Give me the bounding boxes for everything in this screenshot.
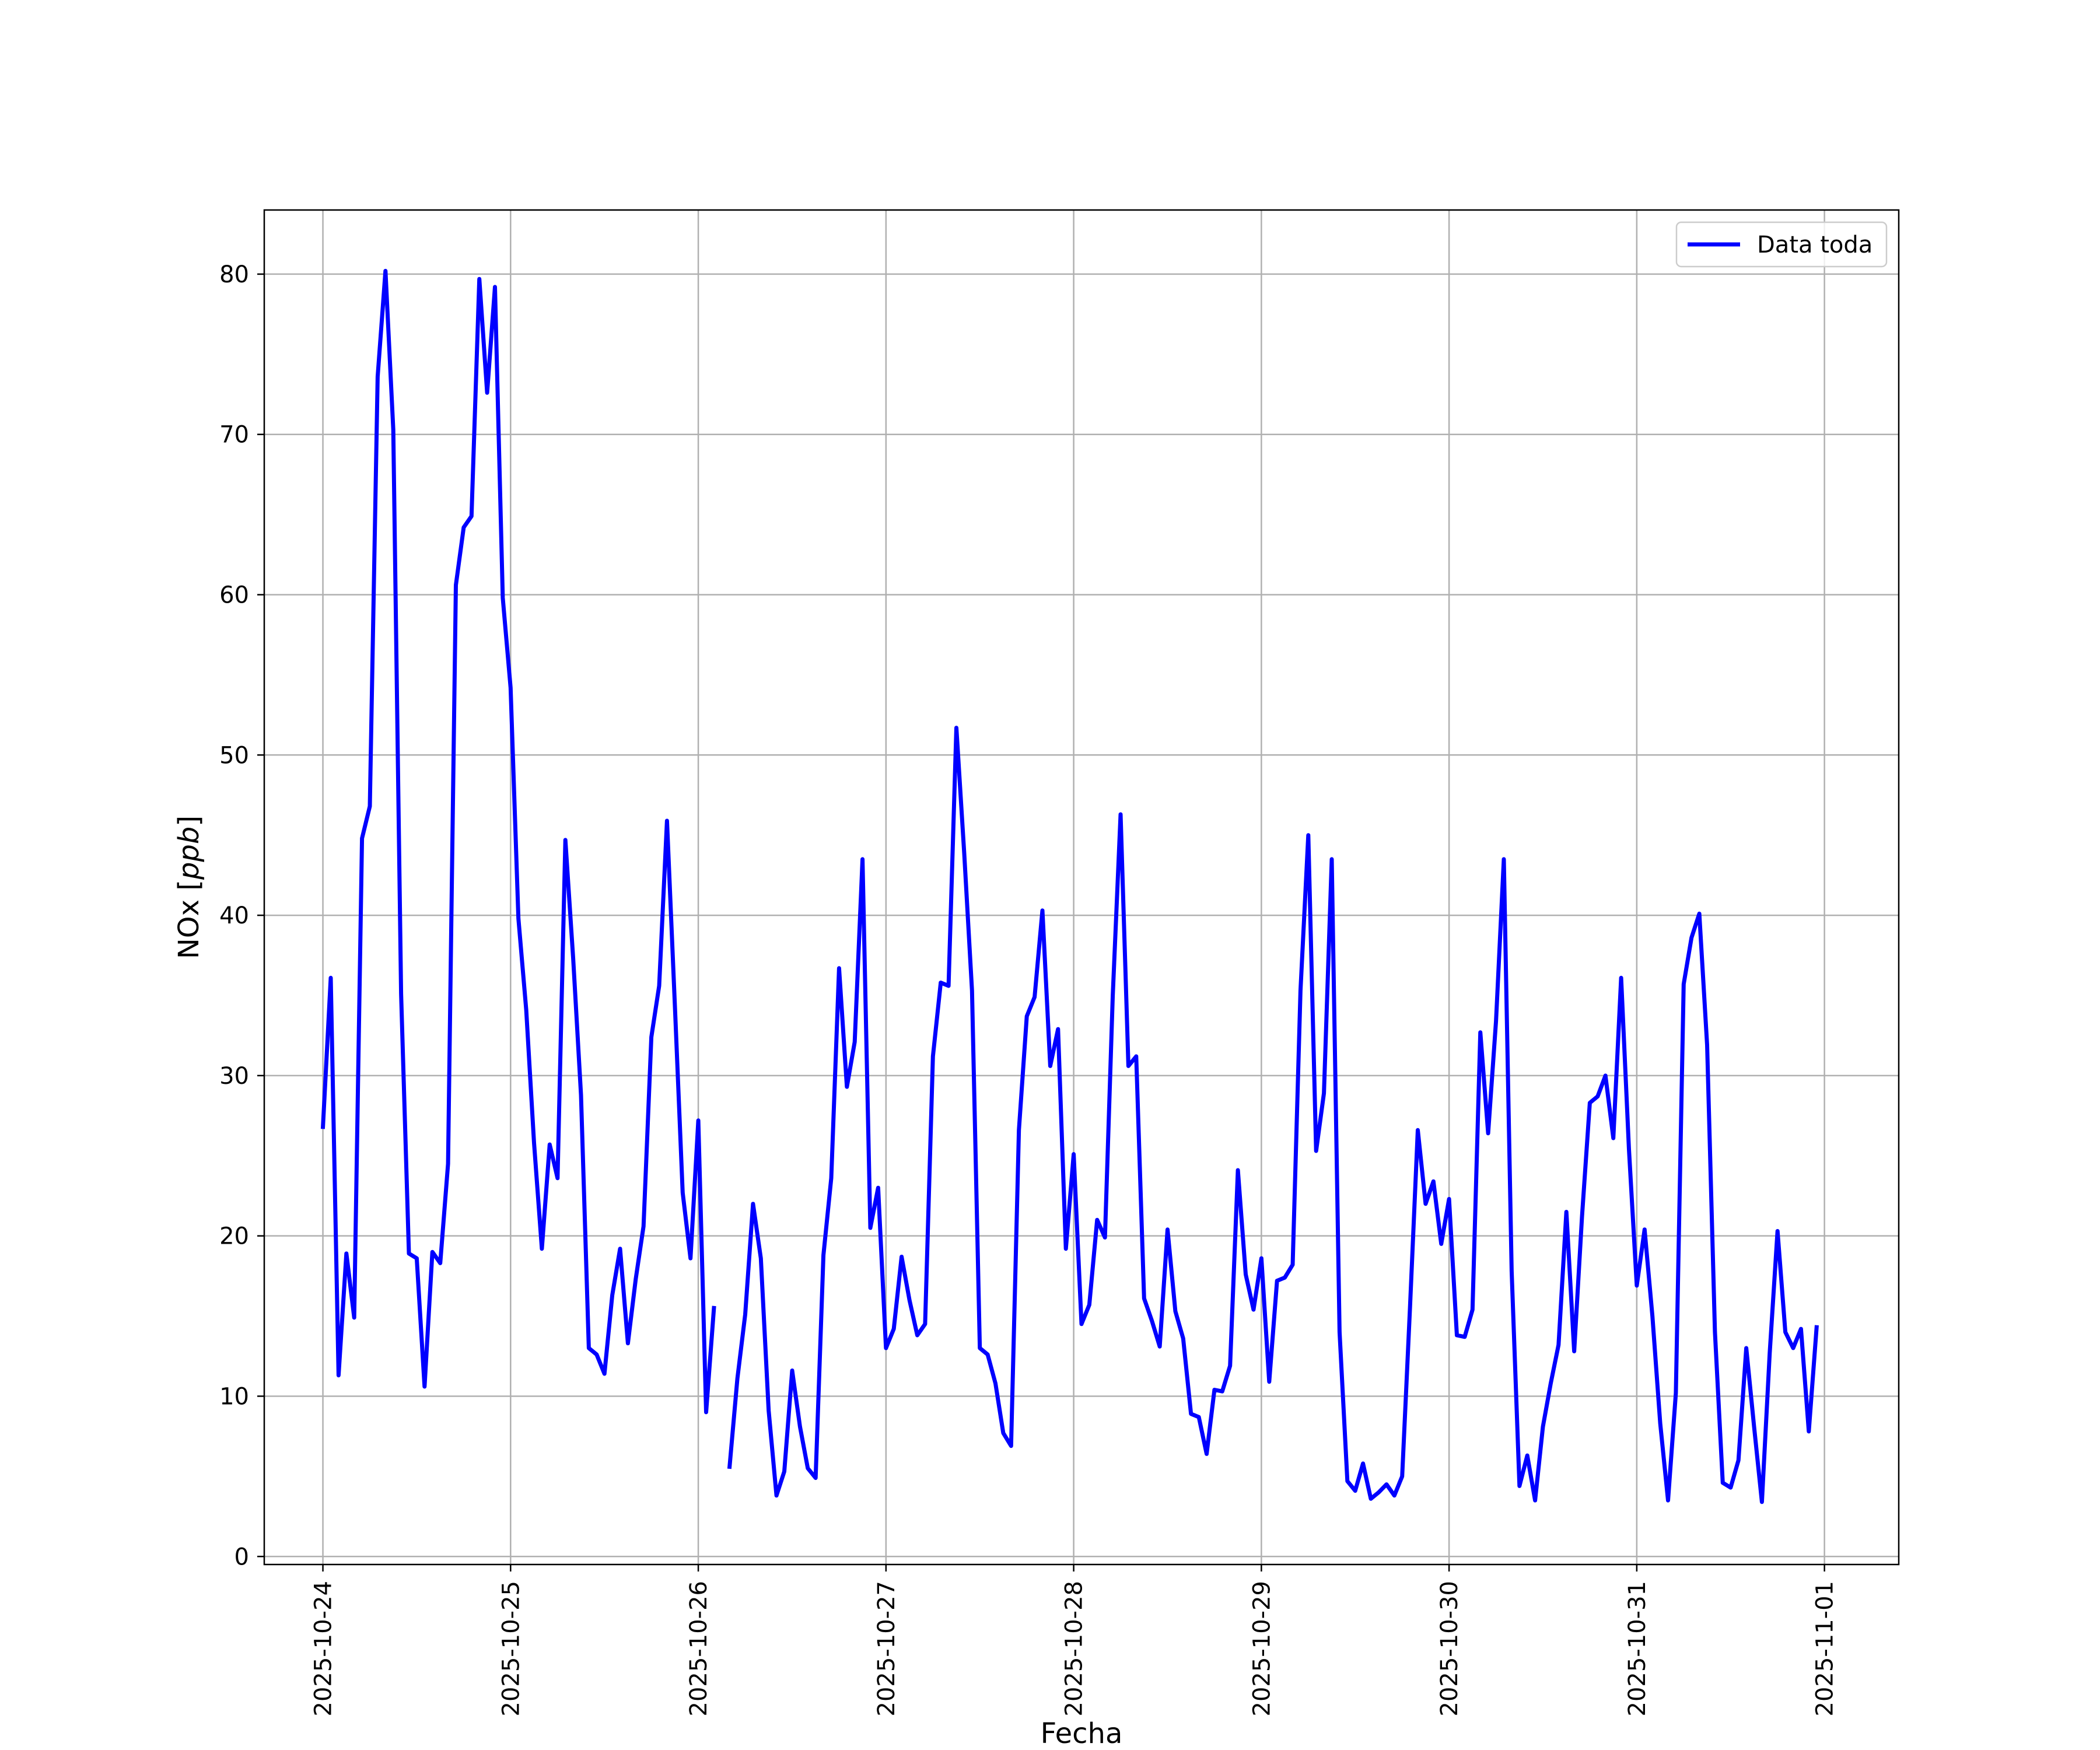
legend-box <box>1675 221 1888 268</box>
y-tick-label: 80 <box>219 261 249 288</box>
plot-frame <box>263 209 1900 1566</box>
y-tick-label: 0 <box>235 1544 249 1570</box>
x-tick-label: 2025-10-27 <box>873 1581 900 1716</box>
y-tick-label: 30 <box>219 1063 249 1090</box>
x-tick-label: 2025-10-25 <box>498 1581 524 1716</box>
x-tick-label: 2025-10-24 <box>310 1581 337 1716</box>
y-tick-label: 10 <box>219 1383 249 1410</box>
y-tick-label: 40 <box>219 902 249 929</box>
x-tick-label: 2025-11-01 <box>1812 1581 1839 1716</box>
legend-label: Data toda <box>1757 232 1873 258</box>
y-tick-label: 50 <box>219 742 249 769</box>
plot-area-background <box>264 210 1899 1564</box>
y-axis-label: NOx [ppb] <box>173 816 205 959</box>
x-tick-label: 2025-10-29 <box>1248 1581 1275 1716</box>
legend: Data toda <box>1675 221 1888 268</box>
y-tick-label: 70 <box>219 422 249 449</box>
x-tick-label: 2025-10-31 <box>1624 1581 1651 1716</box>
y-tick-label: 20 <box>219 1223 249 1250</box>
series-layer <box>320 268 1819 1504</box>
ticks: 2025-10-24 2025-10-25 2025-10-26 2025-10-27… <box>219 261 1839 1717</box>
y-tick-label: 60 <box>219 582 249 609</box>
series-line-0 <box>320 268 1819 1504</box>
grid <box>264 210 1899 1564</box>
x-tick-label: 2025-10-30 <box>1436 1581 1463 1716</box>
x-tick-label: 2025-10-28 <box>1061 1581 1088 1716</box>
x-axis-label: Fecha <box>1041 1717 1123 1750</box>
x-tick-label: 2025-10-26 <box>685 1581 712 1716</box>
